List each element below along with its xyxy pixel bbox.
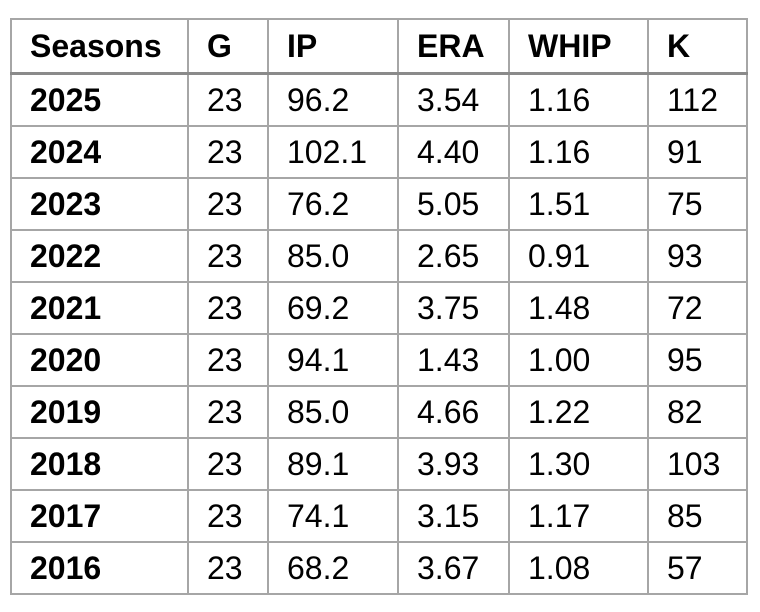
innings-pitched-cell: 69.2 [267,281,399,335]
innings-pitched-cell: 74.1 [267,489,399,543]
column-header-era: ERA [397,18,510,75]
strikeouts-cell: 95 [647,333,748,387]
era-cell: 3.54 [397,72,510,127]
games-cell: 23 [187,125,269,179]
era-cell: 3.93 [397,437,510,491]
games-cell: 23 [187,229,269,283]
table-row: 2017 23 74.1 3.15 1.17 85 [10,489,748,543]
season-cell: 2016 [10,541,189,595]
whip-cell: 1.16 [508,125,649,179]
whip-cell: 1.48 [508,281,649,335]
pitching-stats-table: Seasons G IP ERA WHIP K 2025 23 96.2 3.5… [10,18,748,595]
column-header-whip: WHIP [508,18,649,75]
table-row: 2022 23 85.0 2.65 0.91 93 [10,229,748,283]
innings-pitched-cell: 85.0 [267,229,399,283]
games-cell: 23 [187,333,269,387]
table-row: 2018 23 89.1 3.93 1.30 103 [10,437,748,491]
whip-cell: 1.08 [508,541,649,595]
innings-pitched-cell: 85.0 [267,385,399,439]
innings-pitched-cell: 89.1 [267,437,399,491]
table-row: 2020 23 94.1 1.43 1.00 95 [10,333,748,387]
season-cell: 2024 [10,125,189,179]
innings-pitched-cell: 76.2 [267,177,399,231]
season-cell: 2017 [10,489,189,543]
games-cell: 23 [187,72,269,127]
games-cell: 23 [187,177,269,231]
era-cell: 5.05 [397,177,510,231]
innings-pitched-cell: 68.2 [267,541,399,595]
era-cell: 3.67 [397,541,510,595]
column-header-seasons: Seasons [10,18,189,75]
games-cell: 23 [187,541,269,595]
season-cell: 2019 [10,385,189,439]
column-header-games: G [187,18,269,75]
whip-cell: 1.16 [508,72,649,127]
table-row: 2016 23 68.2 3.67 1.08 57 [10,541,748,595]
games-cell: 23 [187,281,269,335]
era-cell: 4.66 [397,385,510,439]
season-cell: 2025 [10,72,189,127]
innings-pitched-cell: 94.1 [267,333,399,387]
strikeouts-cell: 93 [647,229,748,283]
whip-cell: 1.22 [508,385,649,439]
innings-pitched-cell: 96.2 [267,72,399,127]
whip-cell: 1.00 [508,333,649,387]
era-cell: 3.15 [397,489,510,543]
header-row: Seasons G IP ERA WHIP K [10,18,748,75]
strikeouts-cell: 57 [647,541,748,595]
era-cell: 4.40 [397,125,510,179]
table-row: 2024 23 102.1 4.40 1.16 91 [10,125,748,179]
season-cell: 2022 [10,229,189,283]
strikeouts-cell: 103 [647,437,748,491]
season-cell: 2018 [10,437,189,491]
strikeouts-cell: 75 [647,177,748,231]
table-row: 2025 23 96.2 3.54 1.16 112 [10,72,748,127]
era-cell: 3.75 [397,281,510,335]
season-cell: 2021 [10,281,189,335]
table-row: 2019 23 85.0 4.66 1.22 82 [10,385,748,439]
strikeouts-cell: 82 [647,385,748,439]
whip-cell: 1.17 [508,489,649,543]
era-cell: 2.65 [397,229,510,283]
whip-cell: 1.30 [508,437,649,491]
innings-pitched-cell: 102.1 [267,125,399,179]
table-row: 2023 23 76.2 5.05 1.51 75 [10,177,748,231]
games-cell: 23 [187,437,269,491]
table-row: 2021 23 69.2 3.75 1.48 72 [10,281,748,335]
games-cell: 23 [187,385,269,439]
whip-cell: 0.91 [508,229,649,283]
strikeouts-cell: 85 [647,489,748,543]
strikeouts-cell: 91 [647,125,748,179]
strikeouts-cell: 72 [647,281,748,335]
column-header-innings-pitched: IP [267,18,399,75]
column-header-strikeouts: K [647,18,748,75]
table-body: 2025 23 96.2 3.54 1.16 112 2024 23 102.1… [10,72,748,595]
whip-cell: 1.51 [508,177,649,231]
strikeouts-cell: 112 [647,72,748,127]
season-cell: 2020 [10,333,189,387]
era-cell: 1.43 [397,333,510,387]
games-cell: 23 [187,489,269,543]
season-cell: 2023 [10,177,189,231]
